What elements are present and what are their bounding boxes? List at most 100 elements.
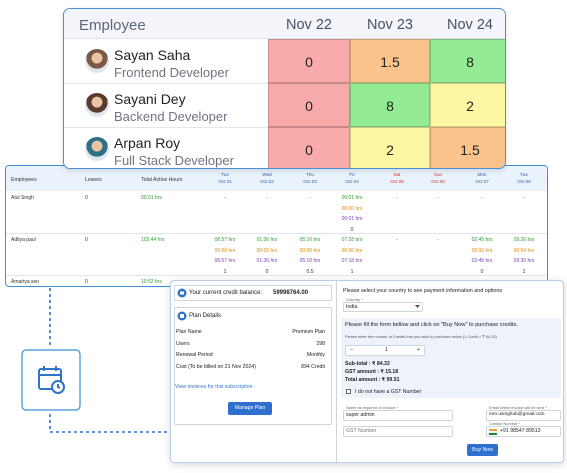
day-weekday: Thu: [306, 172, 314, 177]
plan-value: Monthly: [306, 352, 325, 358]
day-entry: -: [309, 195, 311, 201]
heat-cell: 2: [350, 127, 430, 168]
leaves: 0: [85, 237, 88, 243]
heat-cell: 8: [430, 39, 505, 83]
day-entry: 00:01 hrs: [341, 195, 363, 201]
buy-button-label[interactable]: Buy Now: [472, 447, 493, 453]
total-hours: 10:52 hrs: [141, 279, 162, 285]
plan-key: Renewal Period: [176, 352, 213, 358]
day-entry: 06:57 hrs: [214, 258, 236, 264]
day-entry: 00:00 hrs: [214, 247, 236, 254]
subtotal: Sub-total : ₹ 84.33: [345, 361, 390, 367]
day-entry: -: [396, 237, 398, 243]
name-input[interactable]: [343, 410, 453, 421]
heat-cell: 0: [268, 83, 350, 127]
day-entry: 00:00 hrs: [299, 247, 321, 254]
cell-value: 0: [305, 54, 313, 70]
leaves: 0: [85, 195, 88, 201]
day-date: Oct 01: [218, 179, 232, 184]
timesheet-card: Employees Leaves Total Active Hours Tue Oct …: [5, 165, 548, 287]
credits-prompt: Please enter the number of Credits that …: [345, 334, 497, 339]
employee-name: Sayan Saha: [114, 47, 191, 63]
name-label: Name as required on invoice *: [346, 405, 399, 410]
minus-button[interactable]: −: [350, 347, 354, 353]
employee-role: Frontend Developer: [114, 65, 229, 80]
no-gst-label[interactable]: I do not have a GST Number: [355, 389, 422, 395]
quantity-input[interactable]: [345, 345, 425, 356]
gst-placeholder[interactable]: GST Number: [346, 428, 377, 434]
day-entry: 00:00 hrs: [256, 247, 278, 254]
total-hours: 00:01 hrs: [141, 195, 162, 201]
employee-name: Sayani Dey: [114, 91, 186, 107]
cell-value: 8: [466, 54, 474, 70]
avatar: [85, 49, 109, 73]
gst-amount: GST amount : ₹ 15.18: [345, 369, 399, 375]
gst-input[interactable]: [343, 426, 453, 437]
day-entry: -: [396, 195, 398, 201]
total-amount: Total amount : ₹ 99.51: [345, 377, 400, 383]
email-input[interactable]: [486, 410, 561, 421]
cell-value: 0: [305, 98, 313, 114]
employee-role: Full Stack Developer: [114, 153, 234, 168]
email-label: Email where invoice will be sent *: [489, 405, 547, 410]
day-date: Oct 04: [345, 179, 359, 184]
day-entry: 05:10 hrs: [299, 258, 321, 264]
cell-value: 1.5: [380, 54, 400, 70]
day-weekday: Tue: [520, 172, 528, 177]
country-select[interactable]: [343, 302, 423, 312]
name-value[interactable]: super admin: [346, 412, 375, 418]
manage-button[interactable]: [228, 402, 272, 415]
quantity-value[interactable]: 1: [385, 347, 388, 353]
day-entry: -: [437, 237, 439, 243]
heatmap-header: [64, 9, 505, 39]
employee-name: Amartya sen: [11, 279, 40, 285]
day-entry: 0: [265, 268, 269, 275]
day-entry: 00:00 hrs: [341, 205, 363, 212]
day-entry: 07:18 hrs: [341, 258, 363, 264]
plan-value: 298: [316, 340, 325, 347]
day-entry: 00:00 hrs: [471, 247, 493, 254]
buy-button[interactable]: [467, 444, 498, 456]
day-weekday: Sat: [393, 172, 401, 177]
day-date: Oct 02: [260, 179, 274, 184]
day-weekday: Wed: [262, 172, 272, 177]
day-entry: 07:18 hrs: [341, 237, 363, 243]
balance-bar: [174, 285, 332, 301]
manage-button-label[interactable]: Manage Plan: [234, 405, 266, 411]
cell-value: 8: [386, 98, 394, 114]
day-entry: 09:30 hrs: [513, 258, 535, 264]
heat-cell: 1.5: [350, 39, 430, 83]
plan-key: Plan Name: [176, 329, 202, 335]
avatar: [85, 93, 109, 117]
day-entry: 1: [350, 268, 354, 275]
cell-value: 0: [305, 142, 313, 158]
invoice-link[interactable]: View invoices for this subscription: [175, 384, 253, 390]
heat-cell: 1.5: [430, 127, 505, 168]
heat-cell: 0: [268, 127, 350, 168]
day-weekday: Tue: [221, 172, 229, 177]
column-header: Nov 23: [367, 17, 413, 33]
day-entry: -: [224, 195, 226, 201]
day-entry: 00:04 hrs: [513, 247, 535, 254]
leaves: 0: [85, 279, 88, 285]
day-entry: 02:45 hrs: [471, 237, 493, 243]
purchase-box: [341, 318, 561, 398]
gst-checkbox[interactable]: [346, 389, 351, 394]
balance-icon: [177, 288, 187, 298]
divider: [336, 281, 337, 464]
plan-title: Plan Details: [189, 313, 222, 319]
plus-button[interactable]: +: [417, 347, 421, 353]
email-value[interactable]: mm.usinghub@gmail.com: [489, 412, 545, 417]
india-flag: [489, 428, 497, 435]
day-entry: 01:36 hrs: [256, 258, 278, 264]
avatar: [85, 137, 109, 161]
row-divider: [64, 127, 268, 128]
cell-value: 1.5: [460, 142, 480, 158]
employee-name: Atul Singh: [11, 195, 34, 201]
contact-value[interactable]: +91 98547 89513: [500, 428, 541, 434]
contact-input[interactable]: [486, 426, 561, 437]
country-value[interactable]: India: [346, 304, 358, 310]
